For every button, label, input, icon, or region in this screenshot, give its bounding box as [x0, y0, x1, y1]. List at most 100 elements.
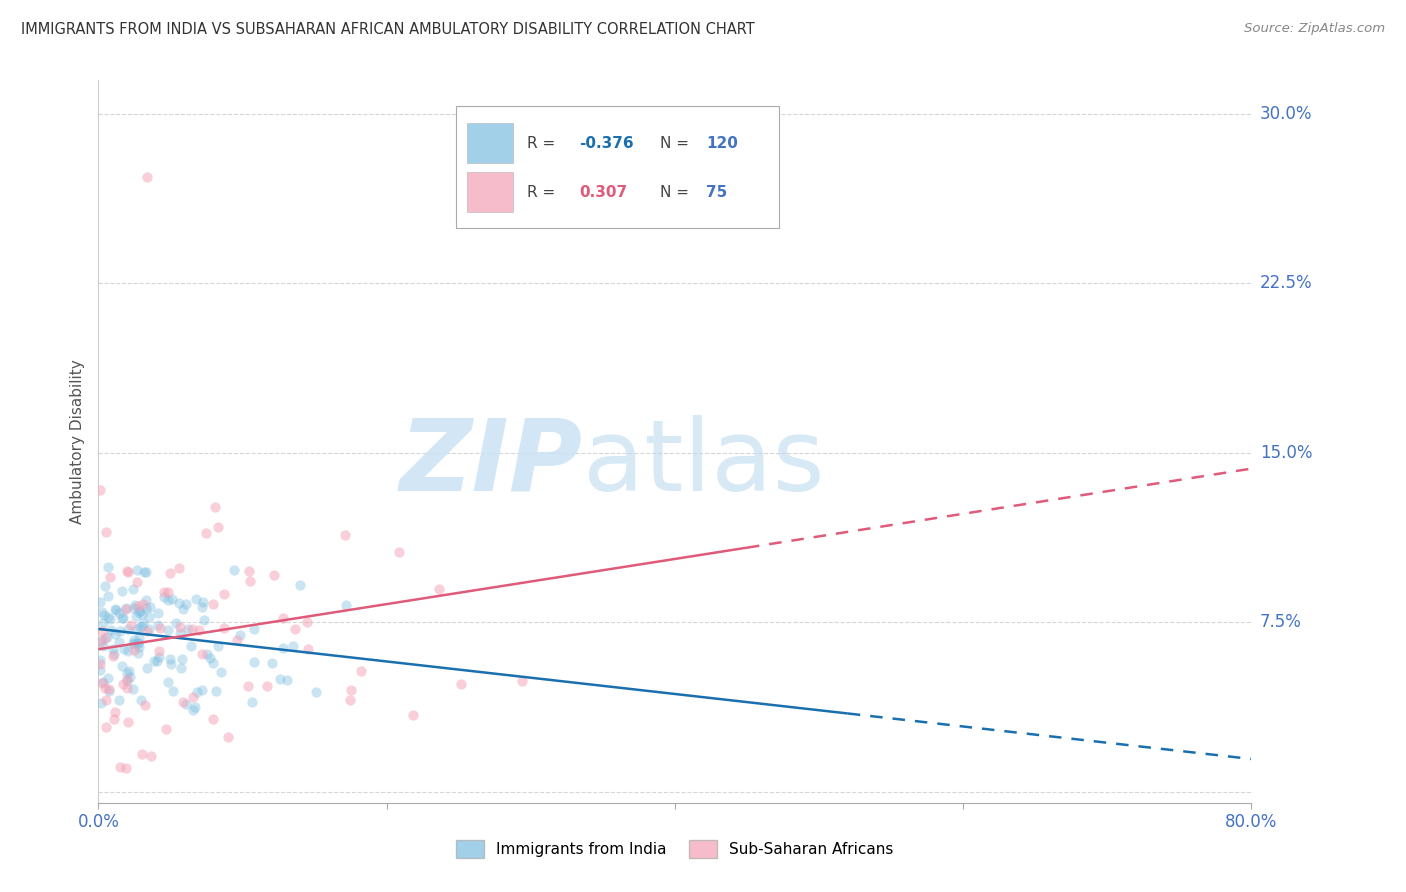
Point: [167, 596, 190, 610]
Point: [153, 585, 176, 599]
Point: [157, 593, 180, 607]
Point: [162, 684, 184, 698]
Y-axis label: Ambulatory Disability: Ambulatory Disability: [70, 359, 86, 524]
Text: 75: 75: [706, 185, 727, 200]
Point: [96, 630, 118, 644]
Point: [170, 652, 193, 666]
Point: [115, 681, 138, 695]
Point: [89, 657, 111, 671]
Point: [146, 606, 169, 620]
Point: [165, 615, 187, 630]
Point: [195, 525, 218, 540]
Point: [97, 671, 120, 685]
Point: [103, 642, 125, 657]
Point: [548, 159, 571, 173]
Point: [212, 622, 235, 636]
Text: atlas: atlas: [582, 415, 824, 512]
Point: [198, 650, 221, 665]
Point: [117, 665, 139, 679]
Point: [118, 670, 141, 684]
Point: [260, 656, 283, 670]
Point: [157, 585, 180, 599]
Point: [204, 500, 226, 514]
Point: [290, 577, 312, 591]
Point: [103, 647, 125, 661]
Text: R =: R =: [527, 136, 561, 151]
Point: [172, 602, 194, 616]
Point: [97, 684, 120, 698]
Point: [160, 657, 183, 672]
Point: [146, 617, 169, 632]
Point: [89, 483, 111, 498]
Point: [207, 520, 229, 534]
Point: [103, 649, 125, 664]
Point: [195, 647, 218, 661]
Point: [238, 564, 260, 578]
Point: [155, 723, 177, 737]
Point: [93, 579, 115, 593]
Point: [239, 574, 262, 588]
Text: 7.5%: 7.5%: [1260, 613, 1302, 632]
Point: [149, 621, 172, 635]
Point: [94, 693, 117, 707]
Point: [135, 624, 157, 638]
Point: [104, 603, 127, 617]
Legend: Immigrants from India, Sub-Saharan Africans: Immigrants from India, Sub-Saharan Afric…: [450, 834, 900, 863]
Point: [97, 560, 120, 574]
Point: [128, 620, 150, 634]
Text: 15.0%: 15.0%: [1260, 444, 1312, 462]
Point: [181, 690, 204, 704]
Point: [114, 601, 136, 615]
Point: [167, 561, 190, 575]
Point: [202, 712, 225, 726]
Point: [122, 636, 145, 650]
Point: [169, 620, 191, 634]
Point: [128, 605, 150, 619]
Point: [243, 655, 266, 669]
Point: [111, 584, 134, 599]
Point: [125, 622, 148, 636]
Point: [184, 699, 207, 714]
Point: [115, 672, 138, 686]
Point: [97, 610, 120, 624]
Point: [94, 524, 117, 539]
Point: [276, 673, 298, 687]
Point: [190, 683, 212, 698]
Point: [107, 634, 129, 648]
Point: [135, 661, 157, 675]
Point: [157, 624, 180, 638]
Point: [91, 605, 114, 619]
Point: [152, 590, 174, 604]
Point: [222, 563, 245, 577]
Point: [122, 682, 145, 697]
Point: [297, 615, 319, 630]
Point: [96, 720, 118, 734]
Point: [135, 592, 157, 607]
Point: [108, 607, 131, 621]
FancyBboxPatch shape: [467, 172, 513, 212]
Point: [122, 643, 145, 657]
Point: [91, 674, 114, 689]
Point: [110, 624, 132, 638]
Point: [183, 703, 205, 717]
Text: 120: 120: [706, 136, 738, 151]
Point: [127, 646, 149, 660]
Point: [190, 599, 212, 614]
Point: [96, 589, 118, 603]
Point: [97, 682, 120, 697]
Point: [159, 652, 181, 666]
Point: [240, 695, 263, 709]
Point: [117, 622, 139, 636]
Point: [184, 591, 207, 606]
Point: [108, 693, 131, 707]
Point: [122, 637, 145, 651]
Point: [93, 608, 115, 623]
Point: [120, 617, 142, 632]
Point: [174, 697, 197, 711]
Point: [94, 681, 117, 695]
Point: [207, 639, 229, 653]
Point: [117, 644, 139, 658]
Text: IMMIGRANTS FROM INDIA VS SUBSAHARAN AFRICAN AMBULATORY DISABILITY CORRELATION CH: IMMIGRANTS FROM INDIA VS SUBSAHARAN AFRI…: [21, 22, 755, 37]
Point: [148, 649, 170, 664]
Text: N =: N =: [659, 185, 693, 200]
